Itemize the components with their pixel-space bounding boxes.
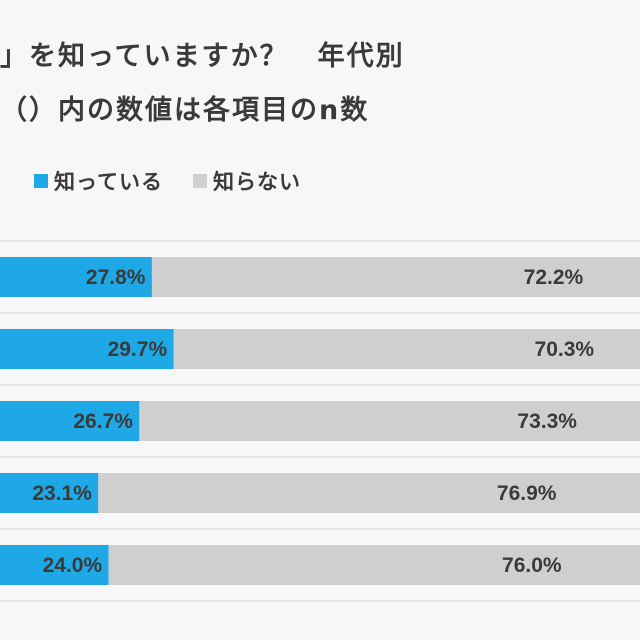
bar-known [0, 257, 152, 297]
chart-subtitle-line-2: （）内の数値は各項目のn数 [0, 95, 370, 126]
data-label-known: 24.0% [43, 554, 103, 577]
data-label-unknown: 72.2% [524, 266, 584, 289]
bar-unknown [139, 401, 640, 441]
data-label-known: 26.7% [73, 410, 133, 433]
data-label-unknown: 73.3% [517, 410, 577, 433]
legend-swatch-unknown [192, 174, 207, 188]
bar-unknown [98, 473, 640, 513]
legend-swatch-known [34, 174, 48, 188]
legend-label-known: 知っている [54, 170, 163, 194]
data-label-unknown: 76.9% [497, 482, 557, 505]
bar-known [0, 545, 109, 585]
bar-known [0, 401, 140, 441]
data-label-unknown: 70.3% [535, 338, 595, 361]
bar-unknown [151, 257, 640, 297]
legend-item-known: 知っている [34, 166, 163, 196]
legend-label-unknown: 知らない [212, 170, 301, 194]
bar-unknown [173, 329, 640, 369]
bar-known [0, 473, 99, 513]
legend: 知っている 知らない [34, 166, 331, 196]
data-label-known: 29.7% [108, 338, 168, 361]
data-label-known: 23.1% [32, 482, 92, 505]
legend-item-unknown: 知らない [192, 166, 301, 196]
data-label-unknown: 76.0% [502, 554, 562, 577]
bar-known [0, 329, 174, 369]
bar-unknown [108, 545, 640, 585]
chart-title-line-1: 」を知っていますか？ 年代別 [0, 41, 405, 72]
data-label-known: 27.8% [86, 266, 146, 289]
stacked-bar-chart: 27.8% 72.2% 29.7% 70.3% 26.7% 73.3% 23.1% 76.9%… [0, 240, 640, 602]
